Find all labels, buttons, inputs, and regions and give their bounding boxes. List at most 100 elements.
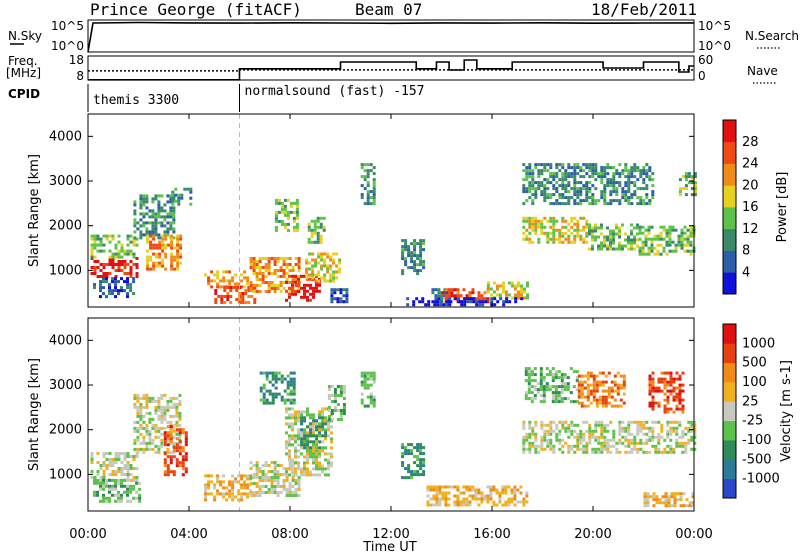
data-cell — [258, 257, 262, 260]
data-cell — [573, 423, 577, 427]
data-cell — [267, 269, 271, 272]
data-cell — [615, 223, 618, 227]
data-cell — [216, 480, 220, 484]
data-cell — [413, 245, 417, 249]
data-cell — [594, 226, 597, 230]
data-cell — [309, 470, 312, 474]
data-cell — [273, 269, 277, 272]
colorbar-segment — [723, 343, 736, 364]
data-cell — [539, 382, 543, 386]
data-cell — [636, 169, 640, 173]
x-tick-label: 00:00 — [69, 527, 106, 542]
data-cell — [312, 431, 315, 435]
data-cell — [536, 382, 540, 386]
data-cell — [372, 380, 376, 384]
data-cell — [588, 232, 591, 236]
freq-nave-series — [88, 59, 694, 81]
data-cell — [591, 199, 595, 203]
data-cell — [333, 394, 337, 397]
data-cell — [151, 230, 155, 234]
data-cell — [133, 200, 137, 204]
data-cell — [654, 435, 658, 439]
data-cell — [404, 263, 408, 267]
data-cell — [456, 488, 460, 492]
data-cell — [463, 297, 467, 301]
data-cell — [228, 495, 232, 499]
data-cell — [540, 435, 544, 439]
data-cell — [493, 297, 497, 301]
data-cell — [169, 455, 173, 459]
data-cell — [561, 426, 565, 430]
data-cell — [432, 488, 436, 492]
data-cell — [401, 272, 405, 276]
data-cell — [158, 252, 162, 256]
y-axis-title: Slant Range [km] — [27, 154, 42, 267]
data-cell — [654, 420, 658, 424]
data-cell — [126, 280, 129, 284]
data-cell — [600, 444, 604, 448]
data-cell — [669, 377, 673, 381]
data-cell — [297, 260, 301, 263]
data-cell — [323, 276, 327, 280]
data-cell — [265, 398, 269, 402]
data-cell — [540, 444, 544, 448]
data-cell — [619, 383, 623, 387]
data-cell — [615, 169, 619, 173]
data-cell — [307, 228, 311, 232]
data-cell — [525, 172, 529, 176]
colorbar-segment — [723, 459, 736, 480]
data-cell — [421, 297, 425, 301]
data-cell — [234, 282, 238, 286]
data-cell — [288, 295, 291, 299]
data-cell — [117, 490, 120, 494]
data-cell — [543, 187, 547, 191]
data-cell — [274, 380, 278, 384]
data-cell — [93, 478, 96, 482]
data-cell — [669, 438, 673, 442]
data-cell — [534, 181, 538, 185]
data-cell — [589, 371, 593, 375]
data-cell — [422, 260, 426, 264]
data-cell — [316, 219, 320, 223]
data-cell — [225, 270, 229, 274]
data-cell — [108, 499, 111, 503]
data-cell — [169, 197, 173, 201]
data-cell — [294, 488, 298, 491]
data-cell — [594, 163, 598, 167]
data-cell — [342, 406, 346, 409]
data-cell — [132, 252, 136, 256]
data-cell — [681, 429, 685, 433]
data-cell — [456, 494, 460, 498]
data-cell — [588, 181, 592, 185]
data-cell — [588, 429, 592, 433]
data-cell — [342, 397, 346, 400]
data-cell — [570, 444, 574, 448]
data-cell — [294, 413, 297, 417]
data-cell — [609, 166, 613, 170]
data-cell — [327, 425, 330, 429]
data-cell — [543, 429, 547, 433]
data-cell — [163, 405, 167, 409]
data-cell — [327, 458, 330, 462]
data-cell — [295, 225, 299, 229]
data-cell — [303, 431, 306, 435]
data-cell — [651, 193, 655, 197]
data-cell — [627, 184, 631, 188]
data-cell — [693, 432, 697, 436]
data-cell — [146, 234, 150, 238]
data-cell — [114, 255, 118, 259]
data-cell — [276, 275, 280, 278]
data-cell — [126, 464, 130, 467]
data-cell — [288, 437, 291, 441]
data-cell — [280, 377, 284, 381]
data-cell — [663, 398, 667, 402]
data-cell — [594, 202, 598, 206]
data-cell — [554, 385, 558, 389]
data-cell — [332, 261, 336, 265]
data-cell — [444, 485, 448, 489]
data-cell — [149, 246, 153, 250]
data-cell — [630, 229, 633, 233]
data-cell — [366, 199, 370, 203]
data-cell — [546, 441, 550, 445]
data-cell — [597, 447, 601, 451]
